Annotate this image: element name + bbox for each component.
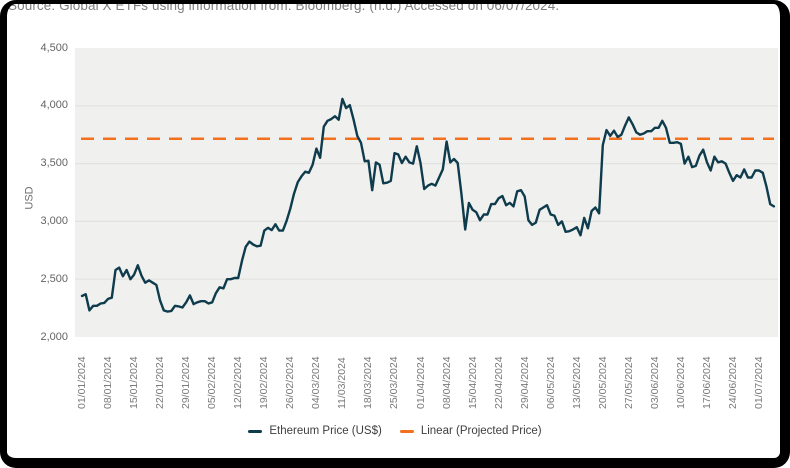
x-tick-label: 24/06/2024	[727, 356, 739, 409]
x-tick-label: 06/05/2024	[544, 356, 557, 409]
y-tick-label: 2,500	[40, 272, 68, 285]
x-tick-label: 11/03/2024	[336, 357, 349, 409]
x-tick-label: 05/02/2024	[206, 356, 219, 409]
y-tick-label: 3,000	[40, 214, 68, 227]
x-tick-label: 01/01/2024	[76, 356, 88, 409]
legend-label-ethereum: Ethereum Price (US$)	[269, 425, 382, 437]
projected-line-swatch	[399, 429, 414, 433]
plot-background	[75, 48, 778, 337]
x-tick-label: 22/01/2024	[154, 356, 167, 409]
x-tick-label: 22/04/2024	[492, 356, 505, 409]
x-tick-label: 29/01/2024	[180, 356, 193, 409]
legend-item-ethereum: Ethereum Price (US$)	[248, 425, 382, 437]
x-tick-label: 25/03/2024	[388, 356, 401, 409]
x-tick-label: 18/03/2024	[362, 356, 375, 409]
x-tick-label: 27/05/2024	[622, 356, 635, 409]
x-tick-label: 12/02/2024	[232, 356, 245, 409]
y-tick-label: 3,500	[40, 157, 68, 170]
x-tick-label: 17/06/2024	[700, 356, 713, 409]
x-tick-label: 08/01/2024	[102, 356, 115, 409]
x-tick-label: 10/06/2024	[674, 356, 687, 409]
x-tick-label: 15/01/2024	[128, 356, 141, 409]
legend-item-projected: Linear (Projected Price)	[399, 425, 542, 437]
y-tick-label: 4,500	[40, 41, 68, 54]
x-tick-label: 03/06/2024	[648, 356, 661, 409]
legend-label-projected: Linear (Projected Price)	[420, 425, 542, 437]
y-tick-label: 2,000	[40, 330, 68, 343]
x-tick-label: 04/03/2024	[310, 356, 323, 409]
x-tick-label: 01/04/2024	[414, 356, 427, 409]
y-tick-label: 4,000	[40, 99, 68, 112]
x-tick-label: 13/05/2024	[570, 356, 583, 409]
legend: Ethereum Price (US$) Linear (Projected P…	[0, 425, 790, 437]
x-tick-label: 01/07/2024	[753, 356, 766, 409]
x-tick-label: 08/04/2024	[440, 356, 453, 409]
x-tick-label: 26/02/2024	[284, 356, 297, 409]
x-tick-label: 20/05/2024	[596, 356, 609, 409]
ethereum-line-swatch	[248, 429, 263, 433]
x-tick-label: 29/04/2024	[518, 356, 531, 409]
x-tick-label: 15/04/2024	[466, 356, 479, 409]
x-tick-label: 19/02/2024	[258, 356, 271, 409]
ethereum-price-line	[80, 97, 776, 313]
